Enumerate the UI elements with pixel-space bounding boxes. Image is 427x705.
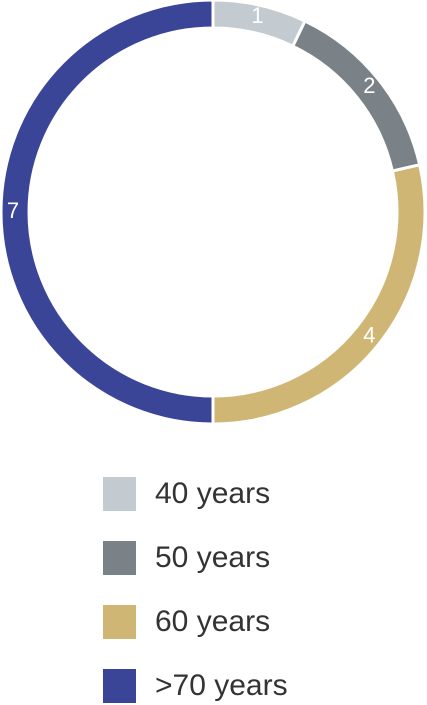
legend-label: 40 years bbox=[155, 477, 270, 510]
legend-swatch bbox=[103, 605, 136, 639]
legend-label: 60 years bbox=[155, 605, 270, 638]
legend-swatch bbox=[103, 669, 136, 703]
donut-segment bbox=[0, 0, 215, 426]
value-label: 7 bbox=[7, 198, 19, 223]
legend-label: 50 years bbox=[155, 541, 270, 574]
legend-swatch bbox=[103, 541, 136, 575]
legend-swatch bbox=[103, 477, 136, 511]
donut-segment bbox=[290, 18, 422, 173]
value-label: 4 bbox=[363, 323, 375, 348]
donut-segment bbox=[211, 163, 427, 426]
value-label: 1 bbox=[251, 3, 263, 28]
value-label: 2 bbox=[363, 73, 375, 98]
legend-label: >70 years bbox=[155, 669, 288, 702]
